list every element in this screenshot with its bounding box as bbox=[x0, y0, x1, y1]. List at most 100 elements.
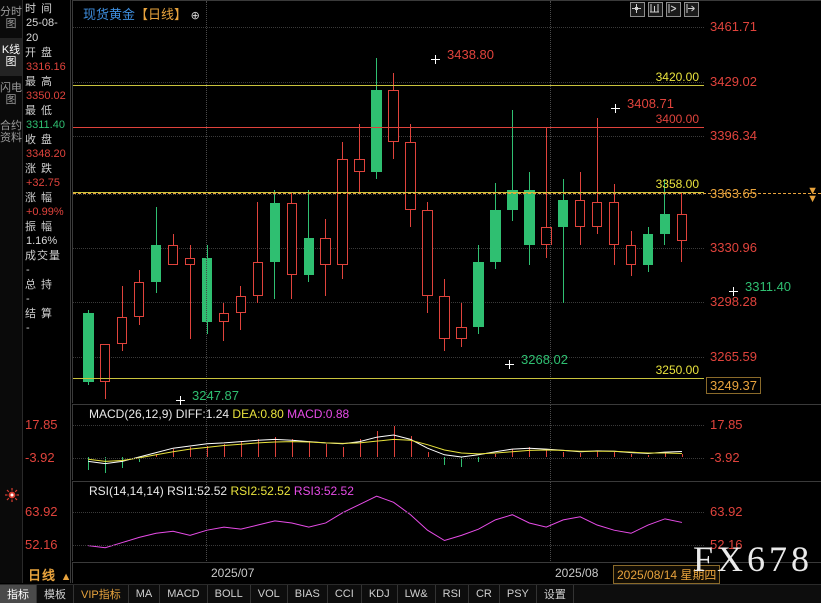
toolbar-button-1[interactable]: 模板 bbox=[37, 585, 74, 603]
gridline bbox=[73, 302, 704, 303]
candle-body[interactable] bbox=[591, 201, 603, 228]
move-icon[interactable] bbox=[630, 2, 645, 17]
candle-body[interactable] bbox=[235, 295, 247, 314]
candle-body[interactable] bbox=[286, 203, 298, 276]
candle-body[interactable] bbox=[574, 199, 586, 228]
date-tick: 2025/08 bbox=[555, 566, 599, 580]
candle-body[interactable] bbox=[303, 237, 315, 276]
candle-wick bbox=[664, 179, 666, 245]
candle-body[interactable] bbox=[524, 189, 535, 245]
candle-body[interactable] bbox=[320, 237, 331, 266]
indicator-settings-icon[interactable] bbox=[4, 487, 20, 503]
period-tag[interactable]: 日线 ▲ bbox=[28, 565, 73, 584]
candle-body[interactable] bbox=[557, 199, 569, 228]
candle-body[interactable] bbox=[218, 313, 230, 322]
candle-body[interactable] bbox=[83, 313, 94, 382]
toolbar-button-8[interactable]: CCI bbox=[328, 585, 362, 603]
toolbar-button-5[interactable]: BOLL bbox=[208, 585, 251, 603]
extreme-price-annotation: 3247.87 bbox=[192, 388, 239, 403]
candle-body[interactable] bbox=[456, 326, 467, 339]
info-label-open: 开 盘 bbox=[25, 47, 54, 59]
info-label-openinterest: 总 持 bbox=[25, 279, 54, 291]
toolbar-button-12[interactable]: CR bbox=[469, 585, 500, 603]
scale-x-icon[interactable] bbox=[666, 2, 681, 17]
candle-body[interactable] bbox=[405, 141, 416, 211]
candle-body[interactable] bbox=[507, 189, 518, 211]
candle-body[interactable] bbox=[473, 261, 484, 327]
candle-body[interactable] bbox=[642, 234, 654, 266]
month-divider bbox=[550, 1, 551, 403]
toolbar-button-6[interactable]: VOL bbox=[251, 585, 288, 603]
rsi-rsi1: RSI1:52.52 bbox=[167, 484, 228, 498]
macd-dea: DEA:0.80 bbox=[232, 407, 284, 421]
toolbar-button-4[interactable]: MACD bbox=[160, 585, 208, 603]
rsi-line bbox=[88, 495, 683, 549]
sidebar-item-kline[interactable]: K线图 bbox=[0, 38, 22, 76]
candle-body[interactable] bbox=[490, 210, 501, 262]
macd-histogram-bar bbox=[631, 453, 633, 457]
chart-toolbar bbox=[630, 2, 699, 17]
date-tick: 2025/07 bbox=[211, 566, 255, 580]
sidebar-item-lightning[interactable]: 闪电图 bbox=[0, 76, 22, 114]
symbol-name: 现货黄金 bbox=[83, 7, 136, 22]
toolbar-button-0[interactable]: 指标 bbox=[0, 585, 37, 603]
period-bracket: 【日线】 bbox=[135, 7, 188, 22]
toolbar-button-7[interactable]: BIAS bbox=[288, 585, 328, 603]
shift-right-icon[interactable] bbox=[684, 2, 699, 17]
candle-body[interactable] bbox=[150, 244, 162, 283]
toolbar-button-10[interactable]: LW& bbox=[398, 585, 436, 603]
sidebar-item-contract-info[interactable]: 合约资料 bbox=[0, 114, 22, 152]
macd-plot[interactable] bbox=[73, 405, 704, 480]
candle-body[interactable] bbox=[184, 258, 196, 266]
macd-histogram-bar bbox=[563, 451, 565, 457]
indicator-tick: 17.85 bbox=[710, 417, 743, 432]
toolbar-button-14[interactable]: 设置 bbox=[537, 585, 574, 603]
candle-body[interactable] bbox=[625, 244, 637, 266]
candle-body[interactable] bbox=[252, 261, 264, 296]
macd-pane[interactable]: MACD(26,12,9) DIFF:1.24 DEA:0.80 MACD:0.… bbox=[25, 404, 821, 480]
indicator-tick-left: 63.92 bbox=[25, 504, 58, 519]
sidebar-item-timeshare[interactable]: 分时图 bbox=[0, 0, 22, 38]
candle-body[interactable] bbox=[371, 90, 382, 173]
candle-body[interactable] bbox=[676, 213, 688, 242]
scale-y-icon[interactable] bbox=[648, 2, 663, 17]
reference-line bbox=[73, 127, 704, 128]
toolbar-button-11[interactable]: RSI bbox=[436, 585, 469, 603]
candle-body[interactable] bbox=[133, 282, 145, 317]
crosshair-icon[interactable]: ⊕ bbox=[190, 10, 200, 22]
macd-histogram-bar bbox=[207, 445, 208, 457]
candle-body[interactable] bbox=[167, 244, 179, 266]
toolbar-button-13[interactable]: PSY bbox=[500, 585, 537, 603]
macd-histogram-bar bbox=[122, 457, 124, 469]
candle-body[interactable] bbox=[269, 203, 281, 262]
candle-body[interactable] bbox=[439, 295, 450, 339]
month-divider bbox=[206, 1, 207, 403]
rsi-pane[interactable]: RSI(14,14,14) RSI1:52.52 RSI2:52.52 RSI3… bbox=[25, 481, 821, 561]
rsi-plot[interactable] bbox=[73, 482, 704, 561]
macd-histogram-bar bbox=[648, 455, 650, 457]
candle-body[interactable] bbox=[354, 158, 365, 173]
candle-body[interactable] bbox=[608, 201, 620, 245]
period-tag-label: 日线 bbox=[28, 568, 57, 583]
candle-wick bbox=[511, 109, 513, 221]
candle-body[interactable] bbox=[116, 316, 128, 344]
candle-body[interactable] bbox=[659, 213, 671, 235]
macd-histogram-bar bbox=[105, 457, 107, 473]
info-label-change: 涨 跌 bbox=[25, 163, 54, 175]
candle-body[interactable] bbox=[540, 227, 552, 245]
candle-body[interactable] bbox=[422, 210, 433, 296]
gridline bbox=[73, 248, 704, 249]
vtab-char: 合约资料 bbox=[0, 120, 22, 144]
candle-body[interactable] bbox=[337, 158, 348, 266]
macd-histogram-bar bbox=[427, 451, 429, 457]
price-pane[interactable]: 现货黄金【日线】 ⊕ 3461.71 3429.02 3396.34 3363.65 3… bbox=[72, 0, 821, 405]
toolbar-button-3[interactable]: MA bbox=[129, 585, 161, 603]
vtab-char: 分时图 bbox=[0, 6, 22, 30]
macd-histogram-bar bbox=[461, 457, 463, 468]
candle-body[interactable] bbox=[99, 343, 111, 382]
price-marker-arrow-icon: ▼ ▼ bbox=[807, 185, 818, 205]
toolbar-button-2[interactable]: VIP指标 bbox=[74, 585, 129, 603]
toolbar-button-9[interactable]: KDJ bbox=[362, 585, 398, 603]
candlestick-plot[interactable] bbox=[73, 1, 704, 403]
candle-body[interactable] bbox=[388, 90, 399, 142]
